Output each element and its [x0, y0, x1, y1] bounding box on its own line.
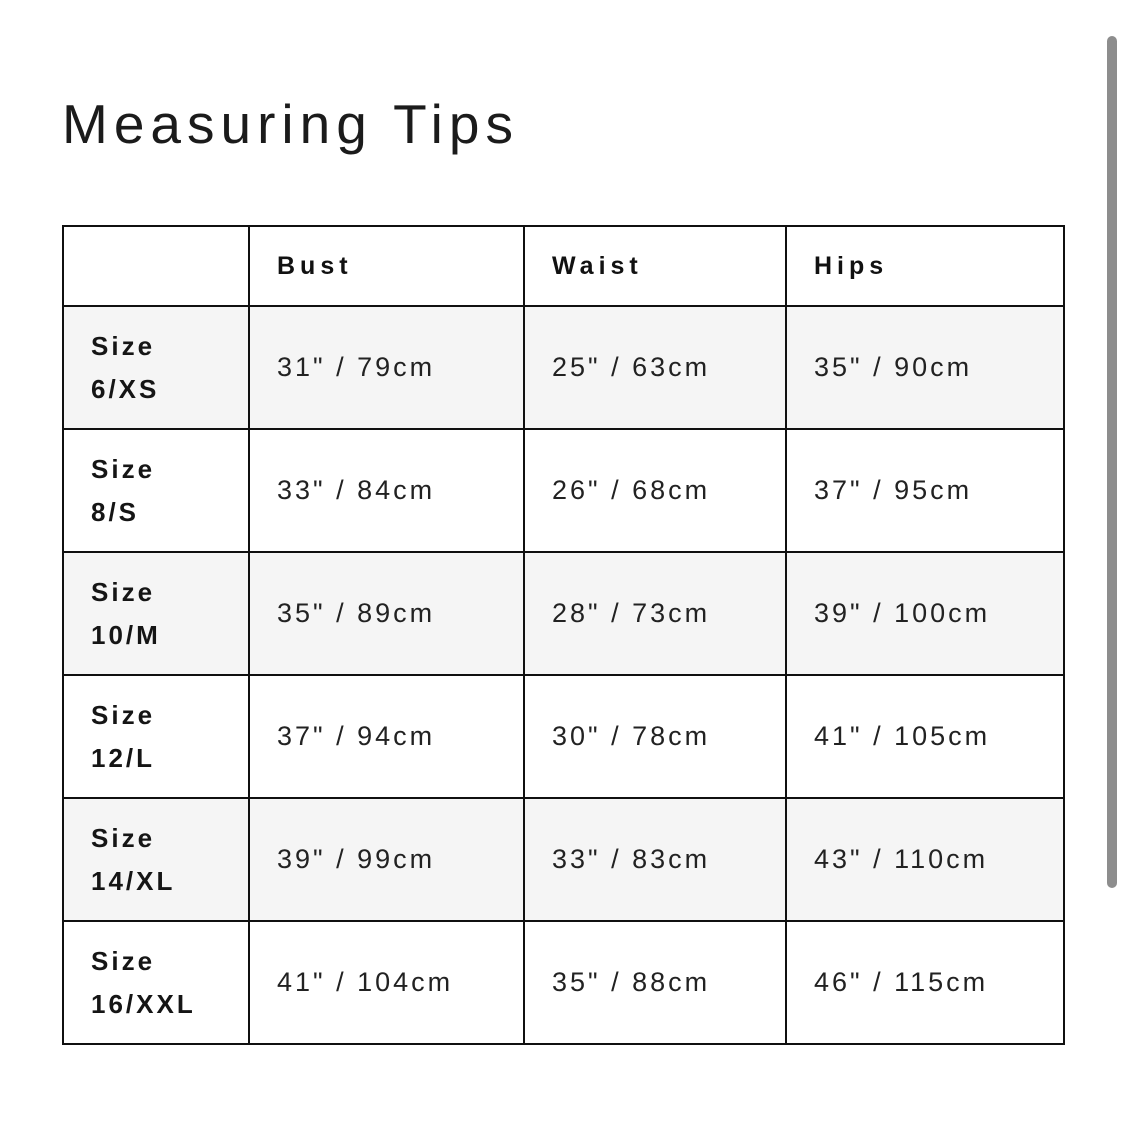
waist-value-cell: 28" / 73cm: [523, 551, 787, 676]
size-label-line1: Size: [91, 453, 156, 484]
page-title: Measuring Tips: [62, 93, 519, 155]
waist-value-cell: 33" / 83cm: [523, 797, 787, 922]
size-label-line2: 14/XL: [91, 865, 176, 896]
table-row: Size 6/XS 31" / 79cm 25" / 63cm 35" / 90cm: [62, 305, 1065, 430]
hips-value-cell: 43" / 110cm: [785, 797, 1065, 922]
size-chart-table: Bust Waist Hips Size 6/XS 31" / 79cm 25" / …: [62, 225, 1065, 1045]
table-row: Size 12/L 37" / 94cm 30" / 78cm 41" / 105cm: [62, 674, 1065, 799]
corner-cell: [62, 225, 250, 307]
size-label-line2: 6/XS: [91, 373, 160, 404]
bust-value-cell: 39" / 99cm: [248, 797, 525, 922]
size-label-line2: 12/L: [91, 742, 156, 773]
table-row: Size 14/XL 39" / 99cm 33" / 83cm 43" / 110cm: [62, 797, 1065, 922]
size-label-line1: Size: [91, 699, 156, 730]
waist-value-cell: 25" / 63cm: [523, 305, 787, 430]
column-header-bust: Bust: [248, 225, 525, 307]
waist-value-cell: 35" / 88cm: [523, 920, 787, 1045]
size-label-line2: 10/M: [91, 619, 161, 650]
hips-value-cell: 46" / 115cm: [785, 920, 1065, 1045]
bust-value-cell: 37" / 94cm: [248, 674, 525, 799]
bust-value-cell: 41" / 104cm: [248, 920, 525, 1045]
column-header-waist: Waist: [523, 225, 787, 307]
size-chart-header: Bust Waist Hips: [62, 225, 1065, 307]
hips-value-cell: 41" / 105cm: [785, 674, 1065, 799]
size-label-cell: Size 6/XS: [62, 305, 250, 430]
bust-value-cell: 31" / 79cm: [248, 305, 525, 430]
column-header-hips: Hips: [785, 225, 1065, 307]
waist-value-cell: 30" / 78cm: [523, 674, 787, 799]
header-row: Bust Waist Hips: [62, 225, 1065, 307]
waist-value-cell: 26" / 68cm: [523, 428, 787, 553]
table-row: Size 16/XXL 41" / 104cm 35" / 88cm 46" / 115…: [62, 920, 1065, 1045]
size-label-cell: Size 16/XXL: [62, 920, 250, 1045]
size-label-cell: Size 10/M: [62, 551, 250, 676]
size-label-cell: Size 12/L: [62, 674, 250, 799]
hips-value-cell: 39" / 100cm: [785, 551, 1065, 676]
size-label-line1: Size: [91, 576, 156, 607]
size-label-line2: 16/XXL: [91, 988, 196, 1019]
bust-value-cell: 33" / 84cm: [248, 428, 525, 553]
table-row: Size 10/M 35" / 89cm 28" / 73cm 39" / 100cm: [62, 551, 1065, 676]
table-row: Size 8/S 33" / 84cm 26" / 68cm 37" / 95cm: [62, 428, 1065, 553]
size-label-line1: Size: [91, 945, 156, 976]
size-chart-body: Size 6/XS 31" / 79cm 25" / 63cm 35" / 90cm Si…: [62, 305, 1065, 1045]
bust-value-cell: 35" / 89cm: [248, 551, 525, 676]
size-label-line1: Size: [91, 822, 156, 853]
hips-value-cell: 37" / 95cm: [785, 428, 1065, 553]
hips-value-cell: 35" / 90cm: [785, 305, 1065, 430]
vertical-scrollbar-thumb[interactable]: [1107, 36, 1117, 888]
size-label-cell: Size 14/XL: [62, 797, 250, 922]
size-label-cell: Size 8/S: [62, 428, 250, 553]
size-label-line2: 8/S: [91, 496, 140, 527]
size-label-line1: Size: [91, 330, 156, 361]
